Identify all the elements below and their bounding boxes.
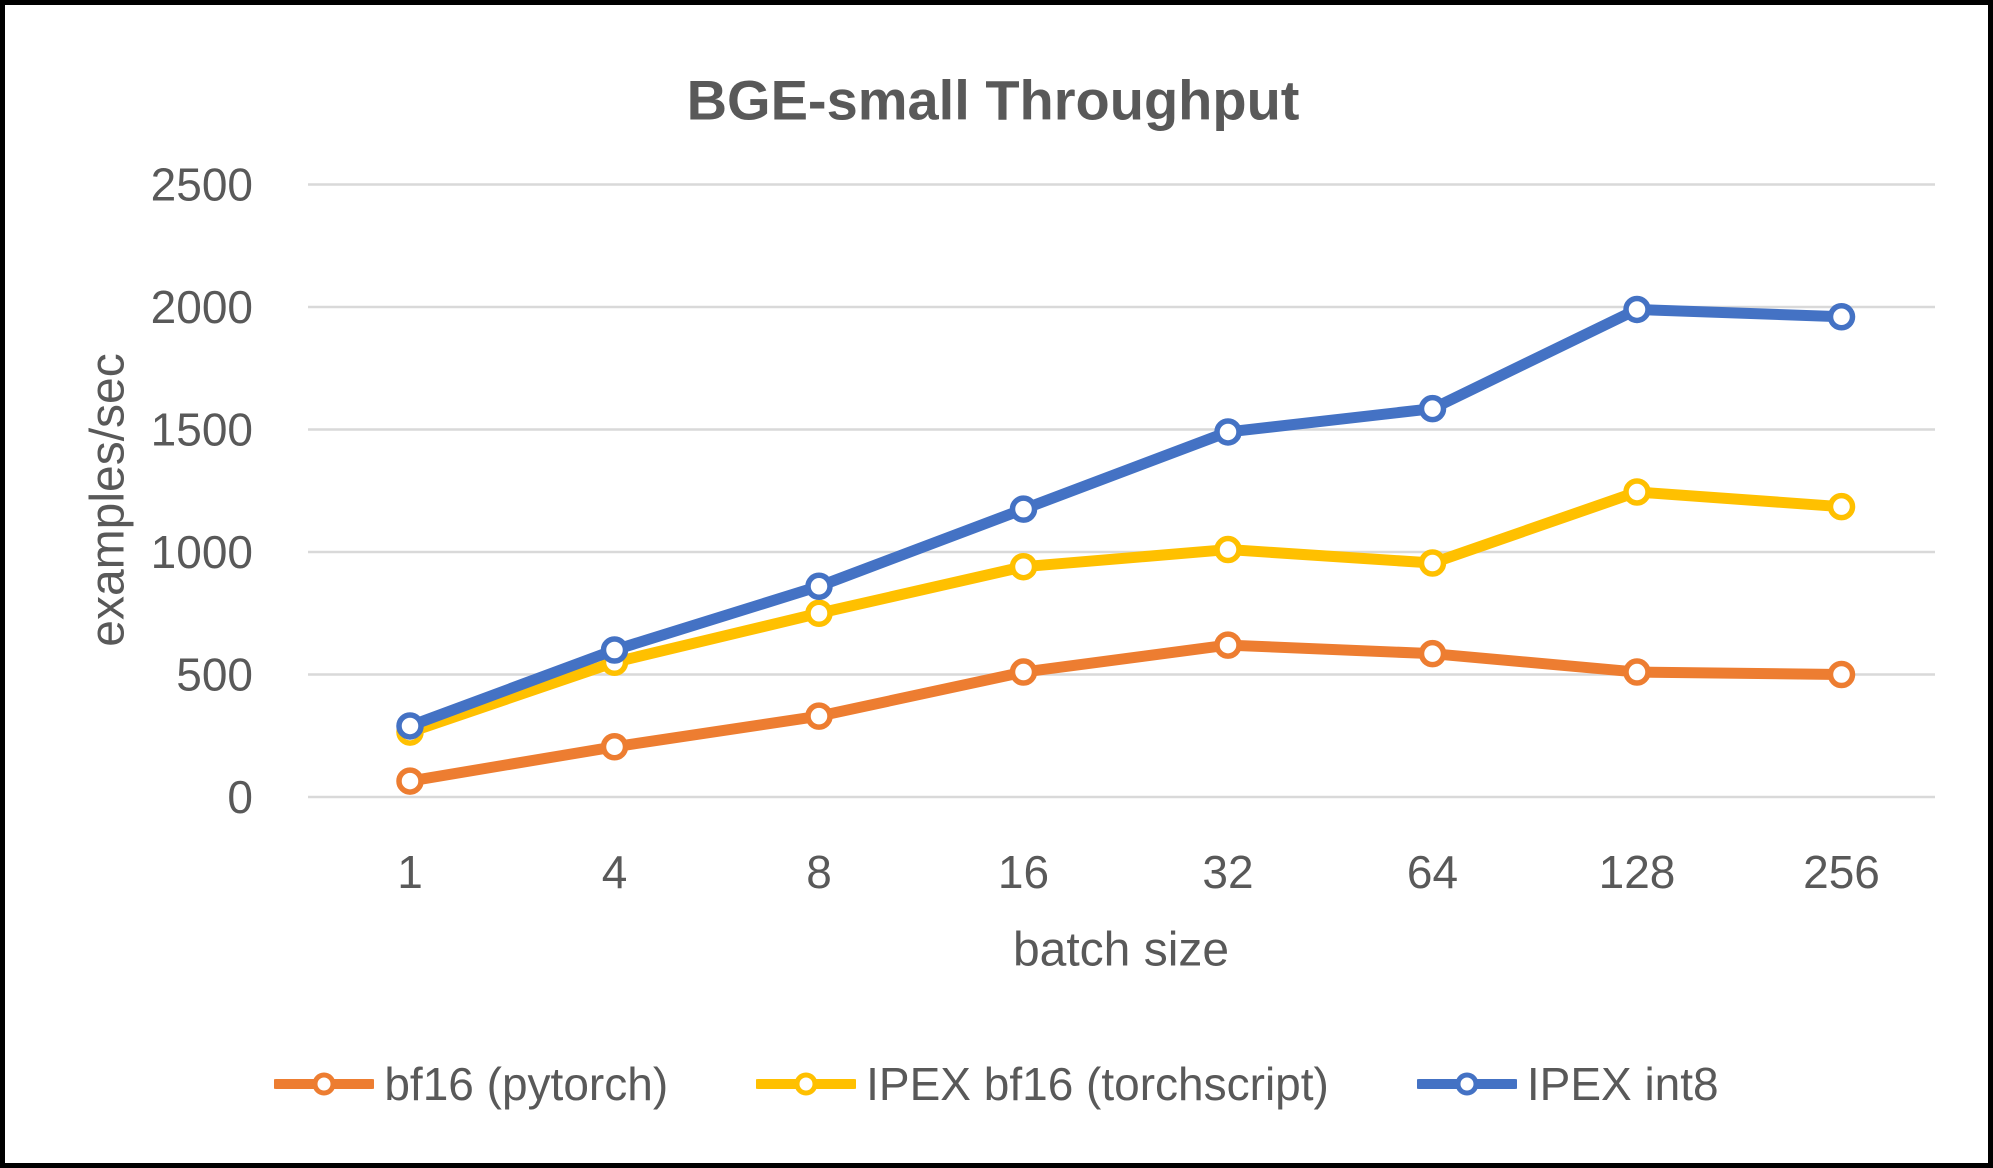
series-line-bf16-pytorch <box>404 639 1847 787</box>
chart-title: BGE-small Throughput <box>687 69 1300 132</box>
legend-circle-swatch <box>312 1072 336 1096</box>
data-point-ipex-int8-batch-1 <box>396 712 424 740</box>
series-line-ipex-int8 <box>404 303 1847 732</box>
x-axis-title: batch size <box>1013 924 1229 977</box>
legend-circle-swatch <box>794 1072 818 1096</box>
series-line-ipex-bf16-torchscript <box>404 486 1847 738</box>
data-point-ipex-int8-batch-256 <box>1827 303 1856 331</box>
legend-label: IPEX bf16 (torchscript) <box>866 1058 1329 1110</box>
y-tick-label-1500: 1500 <box>151 404 253 456</box>
data-point-bf16-pytorch-batch-256 <box>1827 660 1856 689</box>
y-tick-label-500: 500 <box>176 649 253 701</box>
series-lines <box>396 295 1856 795</box>
data-point-ipex-int8-batch-64 <box>1418 394 1447 423</box>
data-point-ipex-bf16-torchscript-batch-8 <box>805 599 833 627</box>
y-tick-label-2500: 2500 <box>151 159 253 211</box>
legend-marker-icon <box>1416 1072 1517 1096</box>
y-axis-tick-labels: 0 500 1000 1500 2000 2500 <box>151 159 253 824</box>
data-point-ipex-int8-batch-16 <box>1009 495 1038 523</box>
data-point-ipex-bf16-torchscript-batch-256 <box>1827 492 1856 521</box>
data-point-ipex-int8-batch-8 <box>805 572 833 601</box>
data-point-ipex-int8-batch-4 <box>600 636 629 664</box>
x-axis-tick-labels: 1 4 8 16 32 64 128 256 <box>397 846 1880 898</box>
y-tick-label-2000: 2000 <box>151 281 253 333</box>
chart-legend: bf16 (pytorch) IPEX bf16 (torchscript) IPE… <box>0 1052 1993 1116</box>
y-tick-label-1000: 1000 <box>151 526 253 578</box>
x-tick-label-256: 256 <box>1803 846 1880 898</box>
data-point-ipex-int8-batch-32 <box>1214 418 1242 446</box>
x-tick-label-64: 64 <box>1407 846 1458 898</box>
data-point-bf16-pytorch-batch-64 <box>1418 639 1447 668</box>
legend-label: IPEX int8 <box>1526 1058 1719 1110</box>
x-tick-label-32: 32 <box>1202 846 1253 898</box>
data-point-bf16-pytorch-batch-8 <box>805 702 833 730</box>
data-point-bf16-pytorch-batch-16 <box>1009 658 1038 686</box>
data-point-bf16-pytorch-batch-32 <box>1214 631 1242 659</box>
legend-marker-icon <box>274 1072 375 1096</box>
y-tick-label-0: 0 <box>227 771 253 823</box>
data-point-ipex-bf16-torchscript-batch-32 <box>1214 535 1242 564</box>
x-tick-label-4: 4 <box>602 846 628 898</box>
data-point-ipex-bf16-torchscript-batch-16 <box>1009 552 1038 581</box>
legend-marker-icon <box>756 1072 857 1096</box>
x-tick-label-128: 128 <box>1599 846 1676 898</box>
legend-item-ipex-bf16-torchscript: IPEX bf16 (torchscript) <box>756 1057 1329 1111</box>
y-axis-title: examples/sec <box>82 353 135 646</box>
data-point-bf16-pytorch-batch-4 <box>600 733 629 761</box>
x-tick-label-8: 8 <box>806 846 832 898</box>
x-tick-label-16: 16 <box>998 846 1049 898</box>
legend-item-ipex-int8: IPEX int8 <box>1416 1057 1719 1111</box>
x-tick-label-1: 1 <box>397 846 423 898</box>
data-point-ipex-int8-batch-128 <box>1623 295 1651 324</box>
legend-item-bf16-pytorch: bf16 (pytorch) <box>274 1057 668 1111</box>
data-point-ipex-bf16-torchscript-batch-128 <box>1623 478 1651 506</box>
legend-circle-swatch <box>1455 1072 1479 1096</box>
legend-label: bf16 (pytorch) <box>384 1058 669 1110</box>
data-point-bf16-pytorch-batch-1 <box>396 767 424 795</box>
data-point-bf16-pytorch-batch-128 <box>1623 658 1651 686</box>
data-point-ipex-bf16-torchscript-batch-64 <box>1418 549 1447 577</box>
